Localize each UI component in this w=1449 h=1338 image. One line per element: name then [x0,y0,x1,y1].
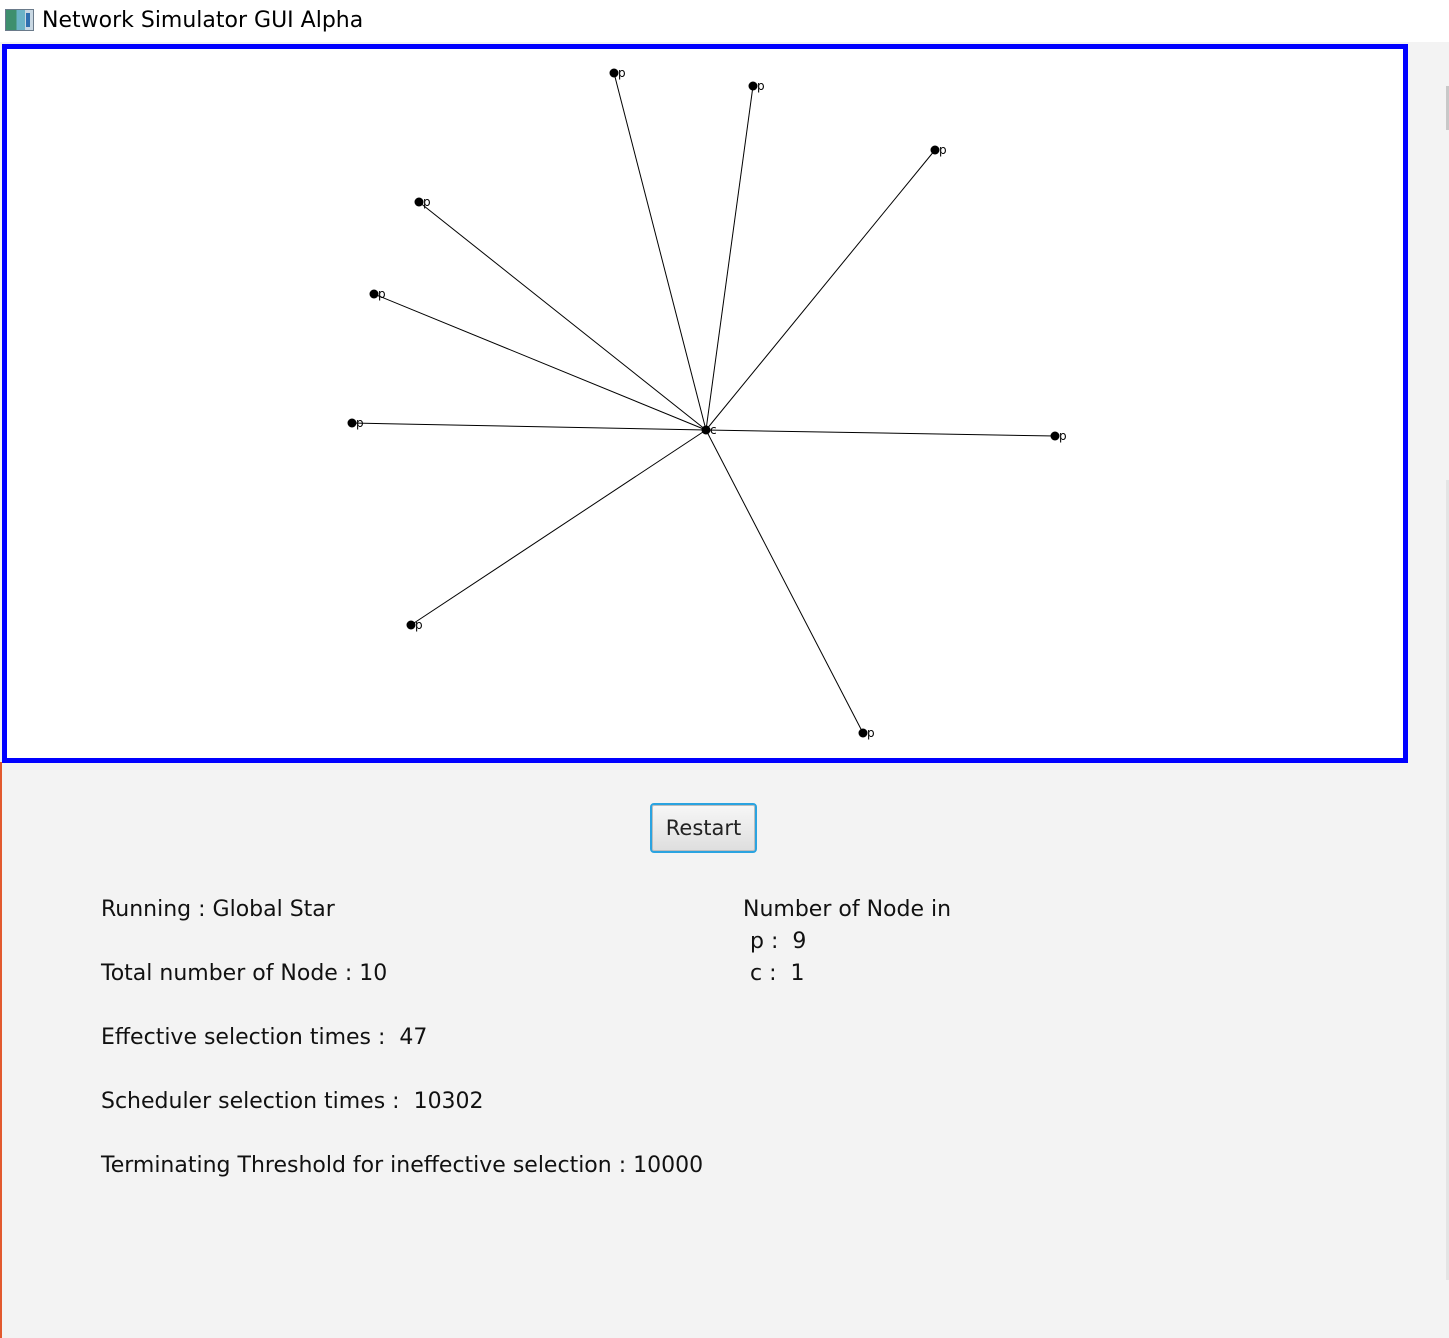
graph-node-p-label: p [939,143,947,157]
node-count-c: c : 1 [743,961,805,986]
node-count-p: p : 9 [743,929,807,954]
total-node-count-text: Total number of Node : 10 [101,961,388,986]
graph-node-p-dot [406,620,416,630]
graph-edge [410,429,707,626]
graph-edge [705,85,754,431]
graph-node-p-label: p [757,79,765,93]
app-window-icon [5,9,34,31]
graph-edges [351,72,1056,734]
graph-node-p-label: p [423,195,431,209]
graph-node-p-dot [858,728,868,738]
network-graph-canvas: p p p p p p p p p c [2,44,1408,763]
graph-node-p-dot [414,197,424,207]
window-title: Network Simulator GUI Alpha [42,8,364,33]
graph-edge [705,149,936,431]
title-bar: Network Simulator GUI Alpha [0,0,1449,42]
graph-edge [351,422,707,431]
graph-nodes: p p p p p p p p p c [347,66,1067,740]
window-edge-accent [0,762,2,1338]
graph-node-p-dot [1050,431,1060,441]
graph-node-p-label: p [378,287,386,301]
node-count-heading: Number of Node in [743,897,952,922]
running-topology-text: Running : Global Star [101,897,335,922]
graph-node-p-dot [609,68,619,78]
graph-edge [705,429,864,734]
scrollbar-track[interactable] [1446,480,1449,1280]
scrollbar-thumb[interactable] [1446,86,1449,130]
graph-node-c-dot [701,425,711,435]
graph-node-c-label: c [710,423,717,437]
graph-node-p-dot [748,81,758,91]
graph-node-p-dot [369,289,379,299]
scheduler-selection-text: Scheduler selection times : 10302 [101,1089,484,1114]
graph-edge [613,72,707,431]
graph-node-p-dot [347,418,357,428]
graph-edge [705,429,1056,437]
graph-node-p-label: p [356,416,364,430]
graph-node-p-dot [930,145,940,155]
graph-node-p-label: p [618,66,626,80]
graph-edge [373,293,707,431]
terminating-threshold-text: Terminating Threshold for ineffective se… [101,1153,704,1178]
graph-edge [418,201,707,431]
restart-button[interactable]: Restart [650,803,757,853]
graph-node-p-label: p [867,726,875,740]
effective-selection-text: Effective selection times : 47 [101,1025,428,1050]
graph-node-p-label: p [1059,429,1067,443]
network-graph-svg: p p p p p p p p p c [347,66,1067,740]
graph-node-p-label: p [415,618,423,632]
